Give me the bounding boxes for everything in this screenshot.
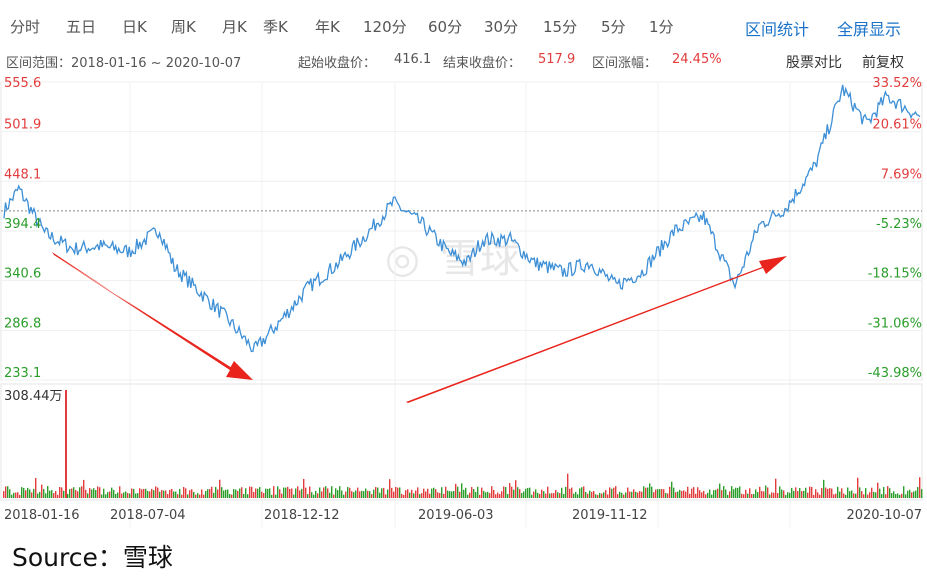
y-axis-percent: 33.52% 20.61% 7.69% -5.23% -18.15% -31.06% -43…: [868, 76, 922, 381]
chart-grid: [0, 81, 923, 527]
tab-1min[interactable]: 1分: [649, 18, 674, 36]
tab-niank[interactable]: 年K: [315, 18, 340, 36]
y-tick-percent: -18.15%: [868, 267, 922, 282]
end-price-label: 结束收盘价：: [443, 56, 522, 71]
tab-zhouk[interactable]: 周K: [171, 18, 196, 36]
start-price-label: 起始收盘价：: [298, 56, 377, 71]
x-tick-label: 2018-07-04: [110, 508, 186, 523]
period-tabs: 分时 五日 日K 周K 月K 季K 年K 120分 60分 30分 15分 5分…: [0, 0, 927, 50]
watermark-logo: ◎: [385, 236, 420, 282]
change-label: 区间涨幅：: [592, 56, 658, 71]
y-tick-percent: 33.52%: [872, 76, 922, 91]
tab-120min[interactable]: 120分: [363, 18, 407, 36]
y-tick-label: 286.8: [4, 316, 41, 331]
tab-rik[interactable]: 日K: [122, 18, 147, 36]
volume-spike-bar: [65, 390, 67, 498]
y-tick-label: 394.4: [4, 217, 41, 232]
tab-fenshi[interactable]: 分时: [10, 18, 41, 36]
up-arrow: [406, 256, 787, 403]
y-tick-label: 555.6: [4, 76, 41, 91]
tab-wuri[interactable]: 五日: [66, 18, 97, 36]
y-tick-label: 233.1: [4, 366, 41, 381]
y-tick-label: 448.1: [4, 167, 41, 182]
stock-compare-button[interactable]: 股票对比: [786, 55, 842, 71]
y-tick-percent: -31.06%: [868, 316, 922, 331]
tab-yuek[interactable]: 月K: [222, 18, 247, 36]
interval-info-bar: 区间范围：2018-01-16 ~ 2020-10-07 起始收盘价： 416.…: [0, 52, 927, 72]
interval-stats-button[interactable]: 区间统计: [745, 20, 810, 39]
y-tick-percent: 20.61%: [872, 118, 922, 133]
price-chart: ◎ 雪球 555.6 501.9 448.1 394.4 340.6 286.8 233.1…: [0, 76, 923, 527]
x-tick-label: 2019-06-03: [418, 508, 494, 523]
down-arrow: [52, 252, 253, 380]
x-tick-label: 2018-12-12: [264, 508, 340, 523]
range-label: 区间范围：2018-01-16 ~ 2020-10-07: [6, 56, 242, 71]
y-tick-percent: -43.98%: [868, 366, 922, 381]
y-axis-price: 555.6 501.9 448.1 394.4 340.6 286.8 233.1: [4, 76, 41, 381]
y-tick-label: 340.6: [4, 267, 41, 282]
y-tick-percent: 7.69%: [881, 167, 922, 182]
change-value: 24.45%: [672, 52, 722, 67]
x-tick-label: 2019-11-12: [572, 508, 648, 523]
tab-jik[interactable]: 季K: [263, 18, 288, 36]
x-axis: 2018-01-16 2018-07-04 2018-12-12 2019-06-03…: [4, 508, 922, 523]
tab-15min[interactable]: 15分: [543, 18, 578, 36]
x-tick-label: 2018-01-16: [4, 508, 80, 523]
price-line: [3, 84, 921, 353]
y-tick-percent: -5.23%: [876, 217, 922, 232]
y-tick-label: 501.9: [4, 118, 41, 133]
start-price-value: 416.1: [394, 52, 432, 67]
volume-bars: [3, 390, 923, 498]
source-caption: Source：雪球: [12, 543, 173, 572]
adjust-mode-button[interactable]: 前复权: [862, 55, 904, 71]
volume-max-label: 308.44万: [4, 389, 63, 404]
end-price-value: 517.9: [538, 52, 576, 67]
tab-5min[interactable]: 5分: [601, 18, 626, 36]
fullscreen-button[interactable]: 全屏显示: [837, 20, 902, 39]
watermark-text: 雪球: [440, 236, 520, 282]
x-tick-label: 2020-10-07: [846, 508, 922, 523]
tab-30min[interactable]: 30分: [484, 18, 519, 36]
tab-60min[interactable]: 60分: [428, 18, 463, 36]
